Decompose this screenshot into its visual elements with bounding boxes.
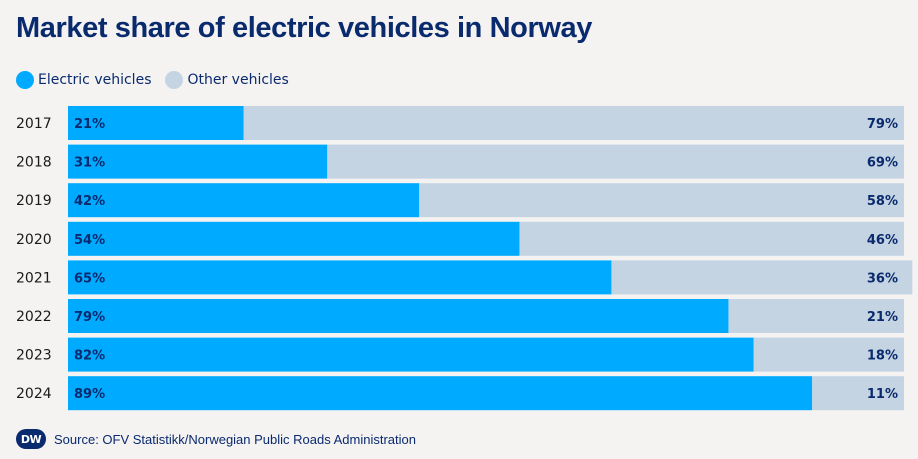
bar-electric-2018 bbox=[68, 144, 328, 179]
label-other-2020: 46% bbox=[867, 233, 898, 248]
bar-other-2022 bbox=[728, 299, 904, 333]
legend-swatch-other bbox=[165, 71, 184, 89]
bar-other-2021 bbox=[611, 260, 913, 295]
legend-item-electric: Electric vehicles bbox=[16, 71, 151, 89]
label-other-2019: 58% bbox=[867, 194, 898, 209]
footer: DW Source: OFV Statistikk/Norwegian Publ… bbox=[16, 429, 416, 449]
bar-other-2017 bbox=[243, 106, 904, 140]
bar-other-2020 bbox=[519, 221, 904, 256]
label-electric-2019: 42% bbox=[74, 194, 105, 209]
label-electric-2018: 31% bbox=[74, 156, 105, 171]
year-label-2021: 2021 bbox=[16, 270, 52, 286]
bar-electric-2017 bbox=[68, 106, 244, 140]
bar-electric-2020 bbox=[68, 221, 520, 256]
legend-item-other: Other vehicles bbox=[165, 71, 289, 89]
label-other-2017: 79% bbox=[867, 117, 898, 132]
label-other-2021: 36% bbox=[867, 271, 898, 286]
label-electric-2017: 21% bbox=[74, 117, 105, 132]
bar-other-2023 bbox=[753, 337, 904, 372]
bar-electric-2022 bbox=[68, 299, 729, 333]
legend: Electric vehicles Other vehicles bbox=[16, 71, 289, 89]
legend-label-other: Other vehicles bbox=[187, 72, 289, 88]
legend-swatch-electric bbox=[16, 71, 34, 89]
label-electric-2021: 65% bbox=[74, 271, 105, 286]
year-label-2019: 2019 bbox=[16, 193, 52, 209]
year-label-2018: 2018 bbox=[16, 155, 52, 171]
label-electric-2020: 54% bbox=[74, 233, 105, 248]
year-label-2017: 2017 bbox=[16, 116, 52, 132]
label-other-2022: 21% bbox=[867, 310, 898, 325]
bar-chart: 2017 21% 79% 2018 31% 69% 2019 42% 58% 2020 54% 46%… bbox=[16, 106, 913, 411]
bar-electric-2024 bbox=[68, 376, 813, 411]
bar-electric-2019 bbox=[68, 183, 420, 218]
label-electric-2024: 89% bbox=[74, 387, 105, 402]
source-note: Source: OFV Statistikk/Norwegian Public … bbox=[54, 431, 416, 447]
dw-logo: DW bbox=[16, 429, 46, 449]
year-label-2023: 2023 bbox=[16, 348, 52, 364]
bar-electric-2023 bbox=[68, 337, 754, 372]
chart-title: Market share of electric vehicles in Nor… bbox=[16, 12, 592, 44]
label-electric-2023: 82% bbox=[74, 349, 105, 364]
legend-label-electric: Electric vehicles bbox=[38, 72, 152, 88]
bar-electric-2021 bbox=[68, 260, 612, 295]
label-other-2024: 11% bbox=[867, 387, 898, 402]
year-label-2020: 2020 bbox=[16, 232, 52, 248]
label-other-2023: 18% bbox=[867, 349, 898, 364]
year-label-2022: 2022 bbox=[16, 309, 52, 325]
bar-other-2019 bbox=[419, 183, 904, 218]
year-label-2024: 2024 bbox=[16, 386, 52, 402]
label-electric-2022: 79% bbox=[74, 310, 105, 325]
bar-other-2018 bbox=[327, 144, 904, 179]
bar-other-2024 bbox=[812, 376, 904, 411]
label-other-2018: 69% bbox=[867, 156, 898, 171]
